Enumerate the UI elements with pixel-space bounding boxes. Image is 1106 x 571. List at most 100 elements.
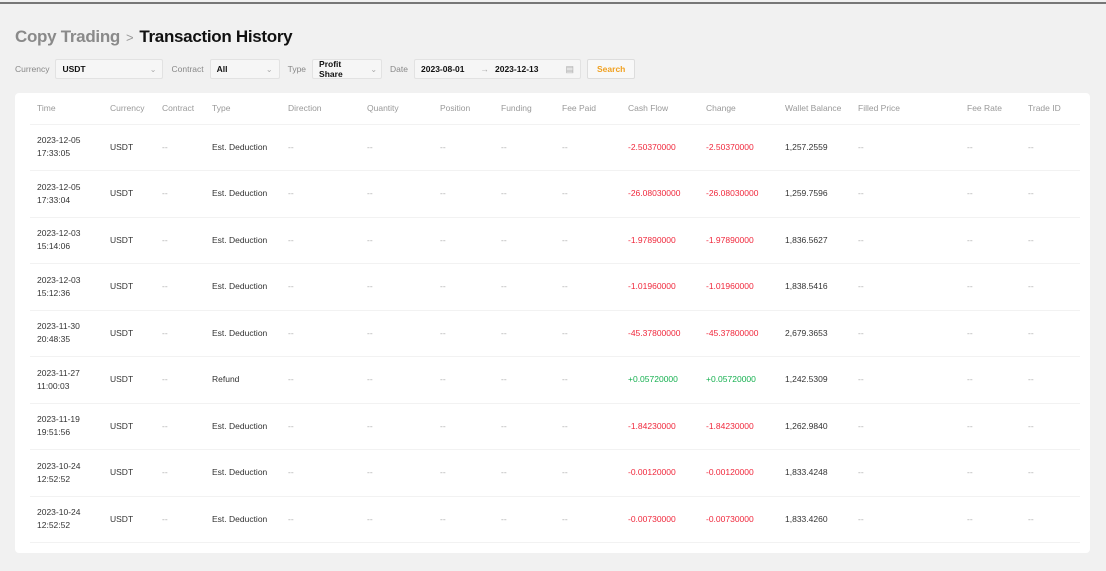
cell-funding: -- — [501, 496, 562, 543]
cell-trade-id: -- — [1028, 449, 1080, 497]
column-header-currency: Currency — [110, 93, 162, 125]
cell-funding: -- — [501, 217, 562, 264]
cell-fee-paid: -- — [562, 170, 628, 218]
column-header-contract: Contract — [162, 93, 212, 125]
chevron-down-icon: ⌄ — [149, 64, 157, 74]
cell-type: Est. Deduction — [212, 403, 288, 450]
cell-type: Est. Deduction — [212, 310, 288, 357]
cell-trade-id: -- — [1028, 496, 1080, 543]
cell-filled-price: -- — [858, 356, 967, 404]
cell-date: 2023-11-19 — [37, 414, 80, 425]
top-border — [0, 2, 1106, 4]
cell-filled-price: -- — [858, 403, 967, 450]
cell-contract: -- — [162, 217, 212, 264]
date-to[interactable]: 2023-12-13 — [495, 64, 539, 74]
date-range-picker[interactable]: 2023-08-01 → 2023-12-13 ▤ — [414, 59, 582, 79]
column-header-time: Time — [30, 93, 110, 125]
cell-fee-paid: -- — [562, 403, 628, 450]
cell-cash-flow: -1.97890000 — [628, 217, 706, 264]
cell-clock-time: 15:12:36 — [37, 287, 71, 298]
cell-fee-paid: -- — [562, 124, 628, 171]
cell-wallet-balance: 1,257.2559 — [785, 124, 858, 171]
table-row[interactable]: 2023-11-19 19:51:56 USDT -- Est. Deduction --… — [30, 403, 1080, 450]
table-row[interactable]: 2023-12-03 15:14:06 USDT -- Est. Deduction --… — [30, 217, 1080, 264]
cell-contract: -- — [162, 170, 212, 218]
contract-select[interactable]: All ⌄ — [209, 59, 280, 79]
cell-fee-rate: -- — [967, 124, 1028, 171]
cell-funding: -- — [501, 124, 562, 171]
cell-fee-rate: -- — [967, 263, 1028, 311]
cell-position: -- — [440, 496, 501, 543]
column-header-filled-price: Filled Price — [858, 93, 967, 125]
cell-date: 2023-11-30 — [37, 321, 80, 332]
cell-fee-paid: -- — [562, 217, 628, 264]
cell-time: 2023-11-27 11:00:03 — [30, 356, 110, 404]
cell-contract: -- — [162, 403, 212, 450]
chevron-down-icon: ⌄ — [265, 64, 273, 74]
cell-quantity: -- — [367, 449, 440, 497]
table-row[interactable]: 2023-12-05 17:33:04 USDT -- Est. Deduction --… — [30, 170, 1080, 218]
table-row[interactable]: 2023-10-24 12:52:52 USDT -- Est. Deduction --… — [30, 449, 1080, 497]
cell-fee-rate: -- — [967, 310, 1028, 357]
cell-trade-id: -- — [1028, 263, 1080, 311]
table-row[interactable]: 2023-11-27 11:00:03 USDT -- Refund -- -- -- -- --… — [30, 356, 1080, 404]
cell-change: -26.08030000 — [706, 170, 785, 218]
cell-filled-price: -- — [858, 449, 967, 497]
type-select[interactable]: Profit Share ⌄ — [312, 59, 383, 79]
cell-filled-price: -- — [858, 496, 967, 543]
cell-date: 2023-10-24 — [37, 507, 81, 518]
cell-currency: USDT — [110, 217, 162, 264]
cell-clock-time: 12:52:52 — [37, 520, 71, 531]
transaction-table-card: Time Currency Contract Type Direction Quantit… — [15, 93, 1090, 553]
cell-position: -- — [440, 263, 501, 311]
cell-fee-rate: -- — [967, 217, 1028, 264]
contract-value: All — [216, 64, 228, 74]
cell-position: -- — [440, 170, 501, 218]
cell-cash-flow: -45.37800000 — [628, 310, 706, 357]
table-row[interactable]: 2023-10-24 12:52:52 USDT -- Est. Deduction --… — [30, 496, 1080, 543]
date-from[interactable]: 2023-08-01 — [421, 64, 465, 74]
table-row[interactable]: 2023-11-30 20:48:35 USDT -- Est. Deduction --… — [30, 310, 1080, 357]
cell-direction: -- — [288, 496, 367, 543]
cell-fee-rate: -- — [967, 449, 1028, 497]
cell-type: Est. Deduction — [212, 449, 288, 497]
cell-currency: USDT — [110, 170, 162, 218]
cell-currency: USDT — [110, 263, 162, 311]
cell-date: 2023-12-05 — [37, 181, 81, 192]
cell-change: -0.00120000 — [706, 449, 785, 497]
cell-currency: USDT — [110, 356, 162, 404]
breadcrumb-copy-trading[interactable]: Copy Trading — [15, 27, 121, 46]
cell-clock-time: 12:52:52 — [37, 473, 71, 484]
currency-value: USDT — [62, 64, 86, 74]
cell-wallet-balance: 1,259.7596 — [785, 170, 858, 218]
cell-cash-flow: -1.84230000 — [628, 403, 706, 450]
search-button[interactable]: Search — [587, 59, 636, 79]
table-row[interactable]: 2023-12-03 15:12:36 USDT -- Est. Deduction --… — [30, 263, 1080, 311]
cell-trade-id: -- — [1028, 170, 1080, 218]
cell-contract: -- — [162, 356, 212, 404]
breadcrumb-separator-icon: > — [126, 29, 134, 45]
cell-trade-id: -- — [1028, 124, 1080, 171]
column-header-cash-flow: Cash Flow — [628, 93, 706, 125]
chevron-down-icon: ⌄ — [370, 64, 378, 74]
cell-quantity: -- — [367, 170, 440, 218]
cell-quantity: -- — [367, 124, 440, 171]
currency-select[interactable]: USDT ⌄ — [55, 59, 164, 79]
cell-wallet-balance: 2,679.3653 — [785, 310, 858, 357]
cell-fee-rate: -- — [967, 496, 1028, 543]
cell-direction: -- — [288, 217, 367, 264]
cell-wallet-balance: 1,833.4260 — [785, 496, 858, 543]
cell-change: -2.50370000 — [706, 124, 785, 171]
cell-fee-rate: -- — [967, 403, 1028, 450]
cell-contract: -- — [162, 124, 212, 171]
cell-quantity: -- — [367, 217, 440, 264]
cell-date: 2023-12-03 — [37, 274, 81, 285]
cell-time: 2023-12-03 15:12:36 — [30, 263, 110, 311]
table-row[interactable]: 2023-12-05 17:33:05 USDT -- Est. Deduction --… — [30, 124, 1080, 171]
cell-direction: -- — [288, 170, 367, 218]
calendar-icon: ▤ — [565, 63, 575, 74]
cell-funding: -- — [501, 449, 562, 497]
cell-fee-paid: -- — [562, 356, 628, 404]
cell-quantity: -- — [367, 356, 440, 404]
cell-currency: USDT — [110, 124, 162, 171]
